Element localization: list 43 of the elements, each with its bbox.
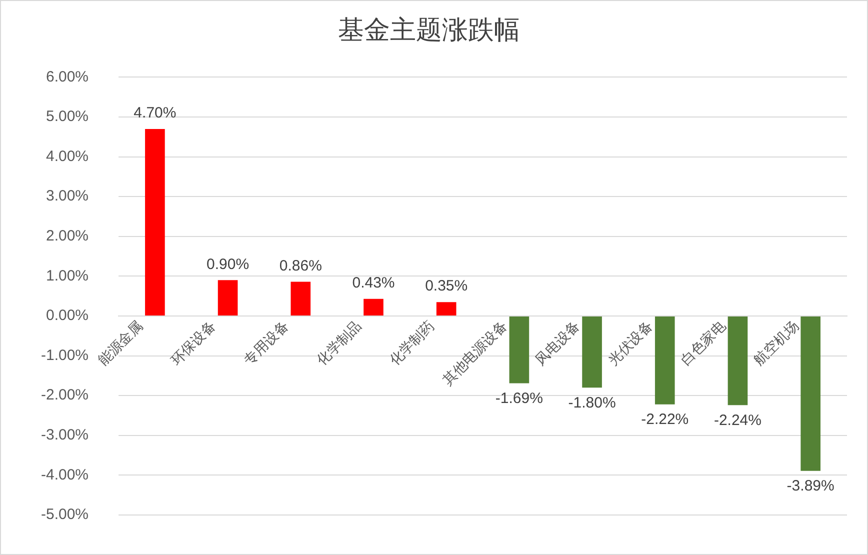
y-tick-label: 6.00% xyxy=(46,68,89,86)
bar xyxy=(436,302,456,316)
y-tick-label: 0.00% xyxy=(46,307,89,324)
data-label: -2.22% xyxy=(641,410,689,428)
y-tick-label: -5.00% xyxy=(40,506,89,524)
data-label: 4.70% xyxy=(134,104,176,122)
y-tick-label: -2.00% xyxy=(40,386,89,404)
x-tick-label: 光伏设备 xyxy=(605,318,656,369)
bar xyxy=(509,316,530,384)
bar xyxy=(364,298,384,316)
data-label: -1.80% xyxy=(568,394,616,412)
x-tick-label: 环保设备 xyxy=(168,318,220,369)
x-tick-label: 化学制品 xyxy=(314,318,365,369)
y-tick-label: 3.00% xyxy=(46,188,89,205)
bar xyxy=(728,316,748,406)
x-tick-label: 白色家电 xyxy=(678,318,730,369)
bar xyxy=(654,316,675,404)
data-label: -2.24% xyxy=(714,412,762,429)
y-tick-label: 2.00% xyxy=(46,228,89,245)
data-label: 0.86% xyxy=(279,257,322,274)
data-label: -1.69% xyxy=(495,390,543,407)
bar xyxy=(290,282,311,316)
y-tick-label: 5.00% xyxy=(46,108,89,126)
bar xyxy=(582,316,602,388)
x-tick-label: 其他电源设备 xyxy=(440,318,511,389)
x-tick-label: 能源金属 xyxy=(95,318,146,369)
bar xyxy=(145,128,165,316)
bar xyxy=(218,280,238,316)
y-tick-label: -1.00% xyxy=(40,346,89,364)
data-label: 0.35% xyxy=(425,278,468,295)
y-tick-label: 1.00% xyxy=(46,267,89,284)
y-tick-label: -4.00% xyxy=(40,466,89,484)
x-tick-label: 化学制药 xyxy=(386,318,438,369)
data-label: 0.43% xyxy=(352,274,395,292)
chart-title: 基金主题涨跌幅 xyxy=(338,15,520,44)
data-label: -3.89% xyxy=(786,477,834,494)
x-tick-label: 航空机场 xyxy=(751,318,802,369)
y-tick-label: -3.00% xyxy=(40,426,89,444)
x-tick-label: 专用设备 xyxy=(241,318,292,369)
y-tick-label: 4.00% xyxy=(46,148,89,165)
bar xyxy=(800,316,820,471)
x-tick-label: 风电设备 xyxy=(532,318,584,369)
data-label: 0.90% xyxy=(206,256,250,273)
